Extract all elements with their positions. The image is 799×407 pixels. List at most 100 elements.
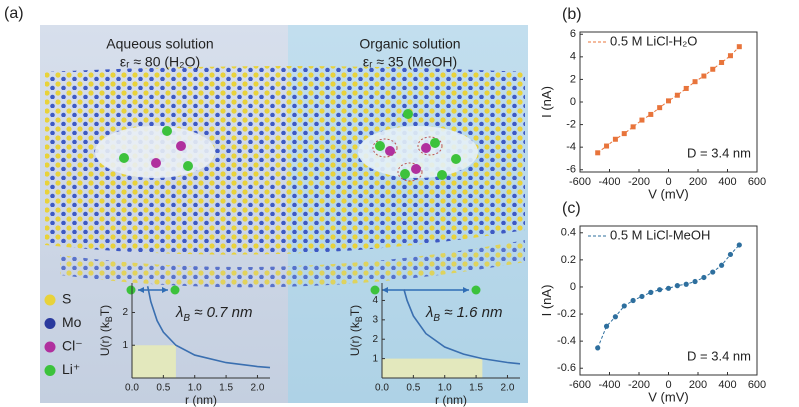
point (692, 79, 698, 85)
annotation: λB ≈ 1.6 nm (425, 304, 503, 324)
x-tick-label: -400 (598, 176, 620, 188)
title: Organic solution (359, 36, 460, 52)
y-tick-label: -0.6 (557, 362, 576, 374)
x-tick-label: 200 (689, 176, 707, 188)
x-tick-label: 600 (748, 379, 766, 391)
x-tick-label: -400 (598, 379, 620, 391)
y-axis-label-part: B (104, 316, 114, 322)
x-tick-label: 0.5 (156, 383, 170, 394)
ion (183, 161, 193, 171)
ion (151, 158, 161, 168)
point (710, 269, 716, 275)
point (665, 285, 672, 291)
y-axis-label: U(r) (kBT) (98, 305, 114, 356)
ion (421, 143, 431, 153)
y-tick-label: 1 (122, 340, 128, 351)
ion-pair (397, 162, 423, 182)
subtitle: εᵣ ≈ 80 (H₂O) (120, 54, 200, 70)
point (612, 314, 619, 320)
legend-swatch (44, 294, 56, 306)
ion (411, 164, 421, 174)
point (719, 59, 725, 65)
mos2-lattice-edge (60, 240, 525, 288)
y-tick-label: 2 (372, 334, 378, 345)
x-tick-label: 200 (689, 379, 707, 391)
y-tick-label: 2 (570, 73, 576, 85)
annotation-text: ≈ 1.6 nm (440, 304, 502, 321)
y-tick-label: 4 (372, 295, 378, 306)
y-axis-label: I (nA) (539, 86, 554, 118)
ion (451, 154, 461, 164)
legend-swatch (44, 318, 56, 329)
point (666, 98, 671, 104)
point (674, 283, 680, 289)
y-tick-label: -6 (566, 164, 576, 176)
legend: S Mo Cl⁻ Li⁺ (44, 291, 83, 377)
x-tick-label: 400 (718, 379, 736, 391)
legend-label: 0.5 M LiCl-MeOH (610, 227, 710, 242)
x-tick-label: 600 (748, 176, 766, 188)
shaded-region (132, 345, 176, 378)
annotation-subscript: B (433, 313, 440, 324)
ion (176, 141, 186, 151)
series-line (146, 286, 271, 369)
shaded-region (382, 358, 483, 378)
y-tick-label: 0.4 (561, 227, 576, 239)
ion (375, 141, 385, 151)
point (604, 143, 610, 149)
y-tick-label: 1 (372, 353, 378, 364)
x-tick-label: 2.0 (501, 383, 515, 394)
legend-label: S (62, 291, 71, 307)
point (710, 66, 716, 72)
ion-pair (417, 136, 443, 156)
x-tick-label: 1.0 (188, 383, 202, 394)
x-tick-label: 400 (718, 176, 736, 188)
point (692, 278, 698, 285)
point (648, 111, 654, 117)
x-tick-label: 2.0 (251, 383, 265, 394)
annotation-subscript: B (183, 313, 190, 324)
panel-label: (b) (562, 6, 582, 23)
point (719, 262, 725, 268)
point (648, 289, 654, 295)
x-tick-label: 1.5 (219, 383, 233, 394)
distance-arrows (126, 285, 481, 295)
point (674, 92, 680, 98)
point (639, 293, 645, 300)
x-axis-label: V (mV) (648, 186, 688, 201)
y-axis-label-part: T) (98, 305, 112, 316)
x-axis-label: r (nm) (185, 393, 217, 407)
point (603, 323, 610, 329)
y-axis-label-part: I (nA) (539, 285, 554, 317)
title: Aqueous solution (106, 36, 213, 52)
point (595, 345, 601, 351)
nanopore (95, 126, 215, 178)
legend-label: 0.5 M LiCl-H₂O (610, 33, 697, 48)
ion (162, 126, 172, 136)
ion-pair (372, 138, 398, 158)
annotation: λB ≈ 0.7 nm (175, 304, 253, 324)
legend-label: Cl⁻ (62, 338, 83, 354)
x-tick-label: -200 (628, 176, 650, 188)
legend-swatch (44, 341, 56, 353)
point (727, 53, 733, 59)
subtitle: εᵣ ≈ 35 (MeOH) (363, 54, 457, 70)
y-tick-label: 0 (570, 281, 576, 293)
x-axis-label: r (nm) (435, 393, 467, 407)
annotation: D = 3.4 nm (687, 348, 751, 363)
x-tick-label: 1.5 (469, 383, 483, 394)
ion (119, 153, 129, 163)
point (657, 105, 663, 111)
point (683, 281, 689, 287)
point (621, 303, 627, 309)
ion (400, 169, 410, 179)
y-tick-label: 2 (122, 307, 128, 318)
x-axis-label: V (mV) (648, 389, 688, 404)
y-axis-label: I (nA) (539, 285, 554, 317)
point (683, 85, 689, 91)
y-tick-label: 0.2 (561, 254, 576, 266)
y-axis-label-part: U(r) (k (348, 321, 362, 356)
x-tick-label: 0.0 (375, 383, 389, 394)
